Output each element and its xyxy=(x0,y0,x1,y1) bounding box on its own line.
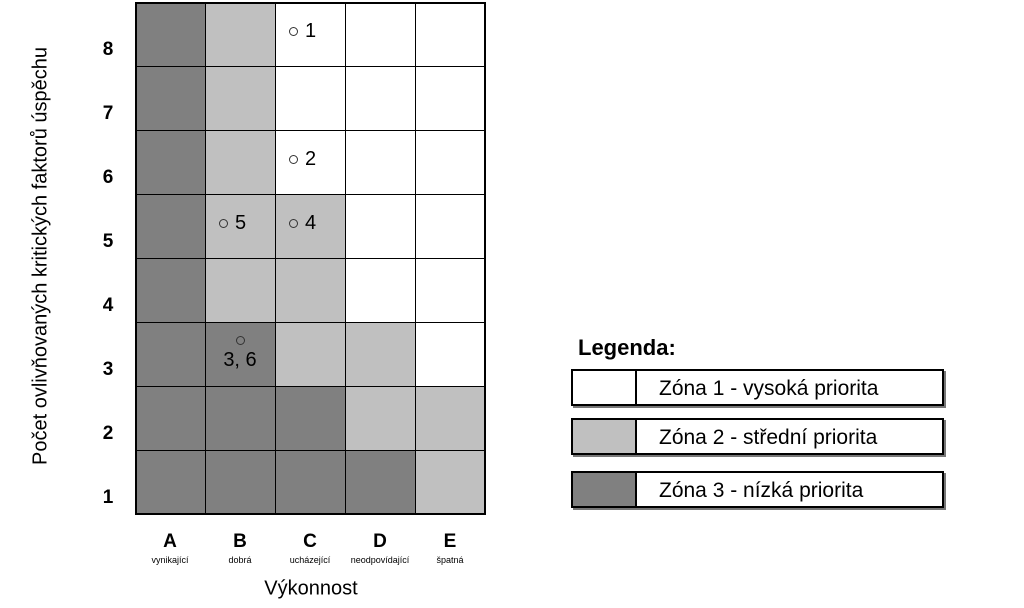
grid-cell xyxy=(345,258,416,323)
column-letter: C xyxy=(303,531,317,552)
point-label: 5 xyxy=(235,212,247,234)
grid-cell xyxy=(205,450,276,515)
grid-cell xyxy=(345,450,416,515)
legend-swatch xyxy=(573,473,637,506)
column-caption: vynikající xyxy=(151,555,189,565)
priority-grid xyxy=(135,2,486,515)
grid-cell xyxy=(275,194,346,259)
row-label: 5 xyxy=(102,231,114,252)
point-label: 2 xyxy=(305,148,317,170)
grid-cell xyxy=(135,322,206,387)
column-letter: D xyxy=(373,531,387,552)
y-axis-label: Počet ovlivňovaných kritických faktorů ú… xyxy=(29,47,52,465)
column-letter: A xyxy=(163,531,177,552)
row-label: 1 xyxy=(102,487,114,508)
legend-text: Zóna 2 - střední priorita xyxy=(659,426,878,449)
grid-cell xyxy=(345,66,416,131)
data-point: 1 xyxy=(289,20,316,43)
circle-marker-icon xyxy=(219,219,228,229)
row-label: 7 xyxy=(102,103,114,124)
grid-cell xyxy=(205,194,276,259)
legend-item-zone-1: Zóna 1 - vysoká priorita xyxy=(571,369,944,406)
column-caption: dobrá xyxy=(228,555,252,565)
point-label: 4 xyxy=(305,212,317,234)
grid-cell xyxy=(275,322,346,387)
column-caption: neodpovídající xyxy=(350,555,410,565)
grid-cell xyxy=(345,386,416,451)
row-label: 3 xyxy=(102,359,114,380)
column-caption: špatná xyxy=(436,555,464,565)
legend-swatch xyxy=(573,420,637,453)
data-point: 2 xyxy=(289,148,316,171)
column-letter: B xyxy=(233,531,247,552)
legend-text: Zóna 1 - vysoká priorita xyxy=(659,377,879,400)
legend-item-zone-2: Zóna 2 - střední priorita xyxy=(571,418,944,455)
grid-cell xyxy=(415,194,486,259)
grid-border xyxy=(135,2,486,515)
row-label: 4 xyxy=(102,295,114,316)
circle-marker-icon xyxy=(289,155,298,165)
column-letter: E xyxy=(443,531,457,552)
circle-marker-icon xyxy=(235,336,245,345)
data-point: 3, 6 xyxy=(205,336,275,372)
data-point: 5 xyxy=(219,212,246,235)
legend-swatch xyxy=(573,371,637,404)
row-label: 2 xyxy=(102,423,114,444)
column-caption: ucházející xyxy=(289,555,331,565)
grid-cell xyxy=(345,194,416,259)
legend-title: Legenda: xyxy=(578,335,676,360)
grid-cell xyxy=(415,386,486,451)
legend-text: Zóna 3 - nízká priorita xyxy=(659,479,864,502)
grid-cell xyxy=(415,258,486,323)
row-label: 6 xyxy=(102,167,114,188)
grid-cell xyxy=(205,258,276,323)
grid-cell xyxy=(275,386,346,451)
grid-cell xyxy=(415,66,486,131)
x-axis-label: Výkonnost xyxy=(264,577,358,600)
legend-item-zone-3: Zóna 3 - nízká priorita xyxy=(571,471,944,508)
circle-marker-icon xyxy=(289,27,298,37)
point-label: 3, 6 xyxy=(223,349,257,371)
row-label: 8 xyxy=(102,39,114,60)
data-point: 4 xyxy=(289,212,316,235)
grid-cell xyxy=(135,194,206,259)
circle-marker-icon xyxy=(289,219,298,229)
point-label: 1 xyxy=(305,20,317,42)
